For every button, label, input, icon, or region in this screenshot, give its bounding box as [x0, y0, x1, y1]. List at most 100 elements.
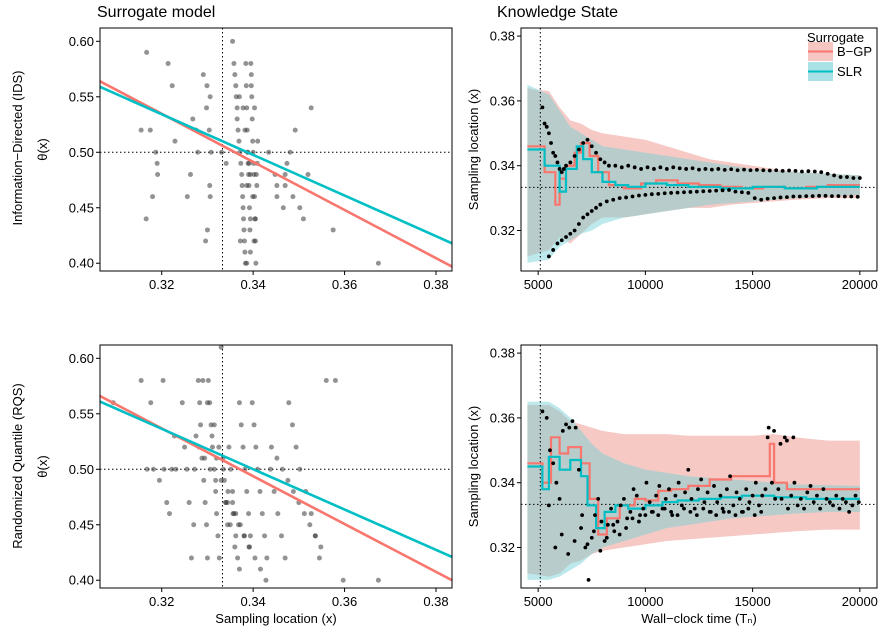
data-point — [817, 193, 821, 198]
data-point — [305, 171, 311, 177]
data-point — [223, 160, 229, 166]
header-surrogate-model: Surrogate model — [97, 4, 215, 21]
data-point — [656, 513, 661, 517]
data-point — [233, 533, 239, 539]
data-point — [285, 477, 291, 483]
data-point — [676, 480, 681, 485]
data-point — [702, 500, 707, 505]
data-point — [241, 216, 247, 222]
data-point — [567, 425, 572, 430]
data-point — [752, 196, 757, 201]
data-point — [716, 167, 721, 171]
data-point — [609, 506, 613, 511]
x-axis-label: Wall−clock time (Tₙ) — [641, 611, 757, 626]
data-point — [546, 254, 551, 259]
band-overlap — [527, 87, 860, 257]
x-tick-label: 15000 — [735, 277, 771, 292]
data-point — [204, 400, 210, 406]
data-point — [722, 168, 727, 172]
data-point — [240, 205, 246, 211]
data-point — [248, 61, 254, 67]
data-point — [249, 116, 255, 122]
data-point — [847, 509, 852, 514]
data-point — [278, 533, 284, 539]
data-point — [657, 484, 662, 488]
data-point — [686, 467, 691, 472]
header-knowledge-state: Knowledge State — [497, 4, 618, 21]
data-point — [624, 195, 628, 200]
data-point — [549, 141, 553, 145]
data-point — [688, 190, 693, 194]
data-point — [216, 555, 222, 561]
data-point — [724, 487, 729, 492]
data-point — [739, 190, 744, 195]
data-point — [190, 116, 196, 122]
data-point — [670, 513, 675, 517]
data-point — [827, 500, 832, 505]
data-point — [628, 509, 633, 514]
data-point — [203, 238, 209, 244]
data-point — [161, 466, 167, 472]
data-point — [792, 480, 797, 485]
data-point — [579, 526, 583, 530]
data-point — [227, 522, 233, 528]
data-point — [191, 522, 197, 528]
data-point — [810, 194, 815, 199]
y-axis-label: Sampling location (x) — [466, 89, 481, 210]
data-point — [712, 484, 716, 488]
data-point — [785, 438, 789, 443]
data-point — [709, 167, 714, 172]
y-tick-label: 0.55 — [69, 406, 94, 421]
data-point — [572, 228, 577, 233]
data-point — [375, 577, 381, 583]
data-point — [252, 105, 258, 111]
data-point — [714, 188, 719, 193]
data-point — [805, 490, 810, 495]
data-point — [244, 105, 250, 111]
y-tick-label: 0.34 — [490, 158, 515, 173]
data-point — [589, 209, 594, 213]
data-point — [727, 509, 731, 514]
data-point — [806, 169, 811, 174]
data-point — [204, 83, 210, 89]
data-point — [193, 433, 199, 439]
row-label-rqs: Randomized Quantile (RQS) — [10, 383, 25, 548]
data-point — [675, 513, 680, 517]
data-point — [675, 190, 680, 195]
data-point — [837, 506, 842, 511]
data-point — [572, 154, 577, 158]
data-point — [612, 529, 617, 534]
data-point — [577, 222, 581, 226]
data-point — [231, 61, 237, 67]
data-point — [630, 194, 635, 199]
data-point — [821, 487, 826, 492]
data-point — [164, 500, 170, 506]
y-tick-label: 0.36 — [490, 410, 515, 425]
data-point — [559, 532, 564, 537]
data-point — [780, 168, 785, 173]
data-point — [287, 149, 293, 155]
data-point — [735, 168, 740, 173]
data-point — [241, 238, 247, 244]
panel-ids-knowledge: 5000 10000 15000 20000 0.32 0.34 0.36 0.38 Sampl… — [466, 27, 878, 292]
panel-border — [520, 27, 878, 272]
data-point — [312, 533, 318, 539]
data-point — [253, 171, 259, 177]
data-point — [249, 94, 255, 100]
data-point — [559, 238, 564, 243]
y-tick-label: 0.40 — [69, 573, 94, 588]
data-point — [721, 509, 726, 514]
data-point — [825, 171, 830, 176]
data-point — [602, 160, 607, 165]
data-point — [257, 488, 263, 494]
data-point — [853, 493, 858, 498]
data-point — [703, 167, 708, 171]
data-point — [734, 490, 739, 495]
data-point — [766, 425, 771, 430]
data-point — [244, 488, 250, 494]
data-point — [249, 400, 255, 406]
data-point — [301, 511, 307, 517]
data-point — [290, 194, 296, 200]
data-point — [583, 545, 588, 550]
data-point — [240, 444, 246, 450]
